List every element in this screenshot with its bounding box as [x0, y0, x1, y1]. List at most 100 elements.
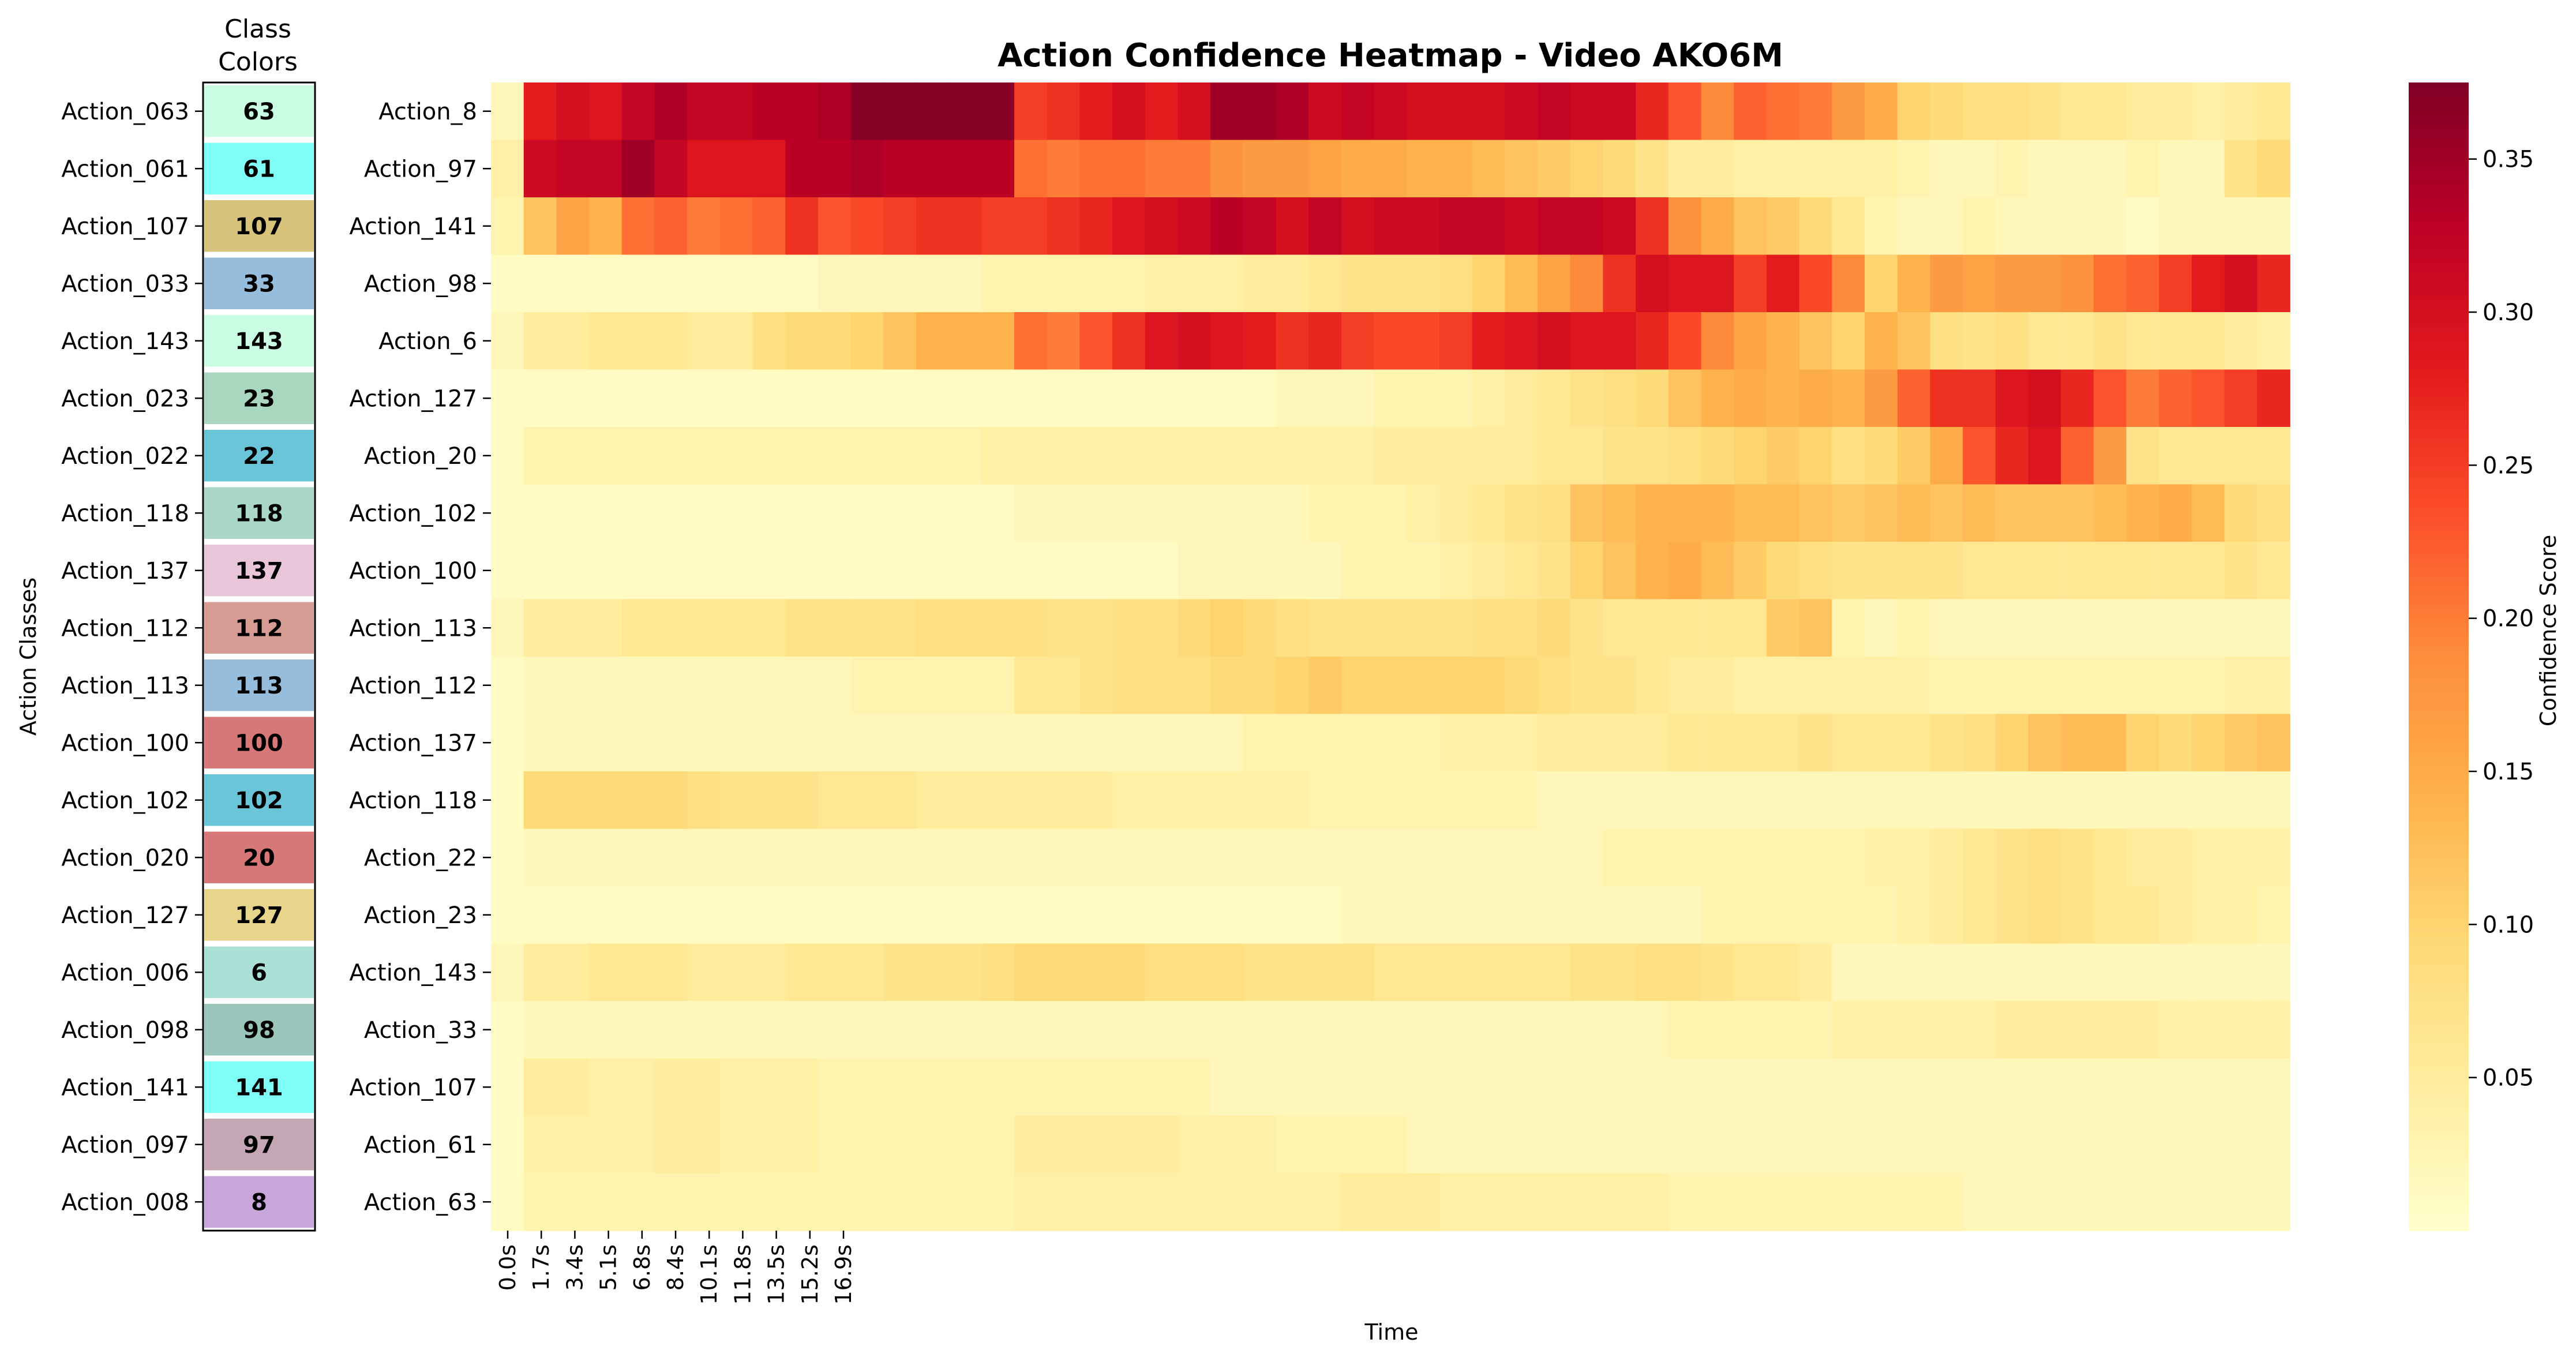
heatmap-cell [1079, 197, 1113, 256]
heatmap-cell [556, 140, 590, 198]
heatmap-cell [1014, 427, 1048, 485]
heatmap-cell [981, 484, 1015, 542]
colorbar-segment [2409, 83, 2469, 89]
heatmap-cell [491, 1173, 524, 1231]
heatmap-cell [654, 254, 688, 313]
y-axis-label: Action Classes [16, 578, 41, 736]
heatmap-cell [850, 197, 884, 256]
heatmap-cell [752, 542, 786, 600]
heatmap-cell [1865, 657, 1898, 715]
class-row-label: Action_008 [61, 1189, 189, 1216]
heatmap-cell [1538, 1001, 1571, 1059]
heatmap-cell [2191, 886, 2225, 944]
heatmap-cell [687, 1116, 721, 1174]
heatmap-cell [785, 369, 819, 428]
heatmap-cell [981, 1173, 1015, 1231]
heatmap-cell [948, 599, 983, 657]
heatmap-cell [1799, 254, 1833, 313]
heatmap-cell [1865, 828, 1898, 887]
heatmap-cell [1832, 369, 1865, 428]
heatmap-cell [1276, 369, 1310, 428]
heatmap-cell [948, 197, 983, 256]
heatmap-cell [2093, 886, 2127, 944]
heatmap-cell [1538, 1058, 1571, 1116]
heatmap-cell [556, 886, 590, 944]
heatmap-cell [687, 140, 721, 198]
heatmap-cell [1210, 484, 1244, 542]
colorbar-segment [2409, 800, 2469, 807]
class-color-swatch [204, 200, 314, 252]
heatmap-cell [916, 943, 950, 1002]
heatmap-cell [2061, 427, 2094, 485]
heatmap-cell [1734, 254, 1767, 313]
colorbar-segment [2409, 295, 2469, 301]
heatmap-cell [1472, 542, 1506, 600]
heatmap-cell [1014, 254, 1048, 313]
heatmap-cell [523, 771, 557, 830]
heatmap-cell [1865, 312, 1898, 370]
heatmap-cell [654, 312, 688, 370]
heatmap-cell [1570, 771, 1604, 830]
heatmap-cell [654, 542, 688, 600]
heatmap-cell [1570, 943, 1604, 1002]
heatmap-cell [589, 312, 623, 370]
heatmap-cell [1047, 714, 1081, 772]
colorbar-segment [2409, 1093, 2469, 1099]
heatmap-cell [1047, 140, 1081, 198]
heatmap-cell [883, 1058, 917, 1116]
heatmap-cell [1210, 1001, 1244, 1059]
heatmap-cell [1439, 484, 1473, 542]
heatmap-cell [1341, 1001, 1375, 1059]
heatmap-cell [2224, 1001, 2258, 1059]
colorbar-segment [2409, 564, 2469, 571]
colorbar-segment [2409, 260, 2469, 267]
heatmap-cell [1014, 1001, 1048, 1059]
colorbar-segment [2409, 547, 2469, 554]
heatmap-cell [1047, 254, 1081, 313]
heatmap-cell [687, 714, 721, 772]
heatmap-cell [1538, 140, 1571, 198]
heatmap-cell [2028, 1116, 2061, 1174]
heatmap-cell [654, 197, 688, 256]
heatmap-cell [1897, 83, 1931, 141]
colorbar-segment [2409, 381, 2469, 388]
heatmap-cell [1341, 369, 1375, 428]
heatmap-cell [1178, 312, 1211, 370]
heatmap-cell [1930, 542, 1963, 600]
heatmap-cell [1570, 369, 1604, 428]
row-label: Action_100 [349, 558, 477, 584]
heatmap-cell [785, 657, 819, 715]
heatmap-cell [1636, 83, 1669, 141]
heatmap-cell [1734, 312, 1767, 370]
heatmap-grid [491, 83, 2290, 1231]
heatmap-cell [589, 369, 623, 428]
heatmap-cell [1374, 427, 1408, 485]
heatmap-cell [1308, 1173, 1342, 1231]
heatmap-cell [1963, 1173, 1996, 1231]
heatmap-cell [2257, 254, 2290, 313]
heatmap-cell [1538, 943, 1571, 1002]
class-colors-title-line-2: Colors [218, 47, 298, 77]
heatmap-cell [1799, 1116, 1833, 1174]
heatmap-cell [883, 771, 917, 830]
heatmap-cell [1995, 714, 2029, 772]
heatmap-cell [523, 427, 557, 485]
colorbar-segment [2409, 88, 2469, 95]
colorbar-segment [2409, 283, 2469, 290]
heatmap-cell [523, 714, 557, 772]
heatmap-cell [752, 828, 786, 887]
heatmap-cell [2257, 83, 2290, 141]
heatmap-cell [818, 484, 852, 542]
colorbar-segment [2409, 582, 2469, 588]
heatmap-cell [1407, 714, 1440, 772]
heatmap-cell [1799, 197, 1833, 256]
heatmap-cell [1276, 657, 1310, 715]
x-tick-label: 1.7s [528, 1244, 554, 1291]
colorbar-segment [2409, 949, 2469, 956]
heatmap-cell [1145, 542, 1179, 600]
heatmap-cell [1897, 1058, 1931, 1116]
heatmap-cell [1963, 83, 1996, 141]
heatmap-cell [687, 657, 721, 715]
heatmap-cell [1276, 886, 1310, 944]
heatmap-cell [1112, 484, 1146, 542]
